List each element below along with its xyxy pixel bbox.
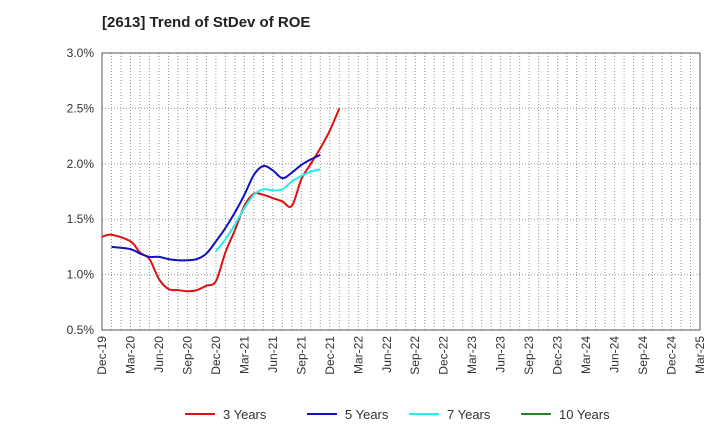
x-tick-label: Mar-23 [465, 336, 479, 374]
y-tick-label: 1.5% [67, 212, 95, 226]
x-tick-label: Sep-23 [522, 336, 536, 375]
x-tick-label: Mar-24 [579, 336, 593, 374]
legend-label-10-years: 10 Years [559, 407, 610, 422]
series-line-5-years [111, 154, 321, 262]
x-tick-label: Sep-20 [180, 336, 194, 375]
legend-label-5-years: 5 Years [345, 407, 389, 422]
series-line-3-years [101, 108, 341, 293]
x-tick-label: Mar-21 [237, 336, 251, 374]
x-tick-label: Mar-25 [693, 336, 707, 374]
x-tick-label: Dec-19 [95, 336, 109, 375]
x-tick-label: Sep-21 [294, 336, 308, 375]
series-line-7-years [215, 168, 321, 252]
y-tick-label: 0.5% [67, 323, 95, 337]
x-tick-label: Mar-20 [123, 336, 137, 374]
x-tick-label: Dec-20 [209, 336, 223, 375]
x-tick-label: Jun-23 [494, 336, 508, 373]
y-tick-label: 1.0% [67, 268, 95, 282]
x-tick-label: Jun-21 [266, 336, 280, 373]
x-tick-label: Dec-21 [323, 336, 337, 375]
legend-label-7-years: 7 Years [447, 407, 491, 422]
y-tick-label: 3.0% [67, 46, 95, 60]
legend-label-3-years: 3 Years [223, 407, 267, 422]
chart-title: [2613] Trend of StDev of ROE [102, 14, 311, 31]
y-tick-label: 2.5% [67, 101, 95, 115]
x-tick-label: Dec-24 [665, 336, 679, 375]
plot-frame [101, 52, 701, 331]
x-tick-label: Mar-22 [351, 336, 365, 374]
x-tick-label: Jun-20 [152, 336, 166, 373]
x-tick-label: Sep-24 [636, 336, 650, 375]
x-tick-label: Jun-22 [380, 336, 394, 373]
x-tick-label: Dec-22 [437, 336, 451, 375]
x-tick-label: Sep-22 [408, 336, 422, 375]
x-tick-label: Dec-23 [551, 336, 565, 375]
y-tick-label: 2.0% [67, 157, 95, 171]
x-tick-label: Jun-24 [608, 336, 622, 373]
